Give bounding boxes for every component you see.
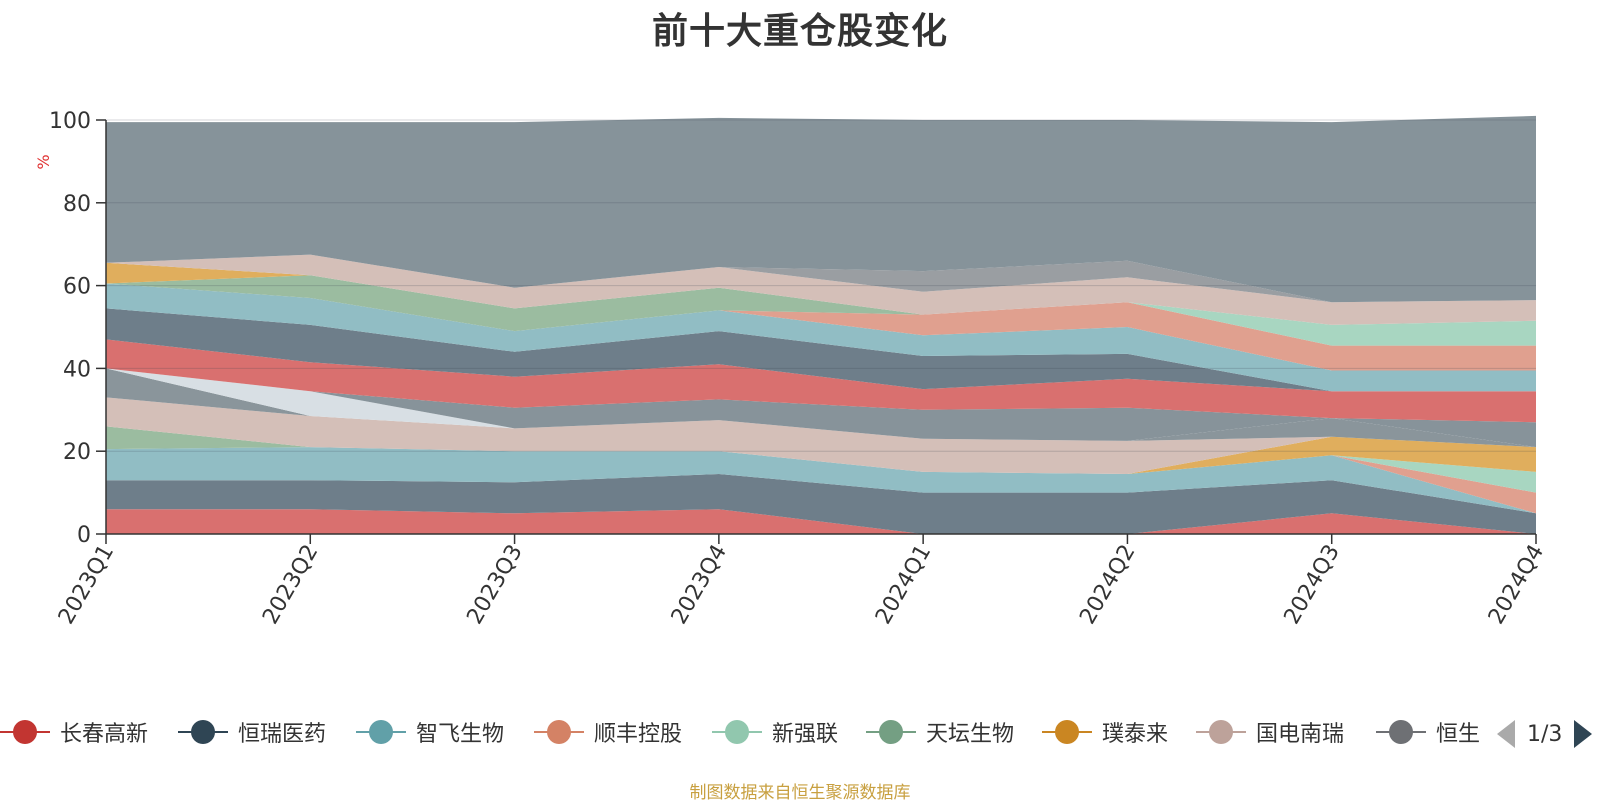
legend-marker-icon (1376, 719, 1426, 745)
y-tick-label-40: 40 (63, 357, 91, 382)
legend-item-1[interactable]: 长春高新 (0, 712, 148, 752)
area-series-9 (106, 368, 1536, 448)
legend-item-9[interactable]: 恒生电子 (1376, 712, 1480, 752)
y-axis-label: % (34, 154, 53, 169)
area-series-1 (106, 509, 1536, 534)
area-series-14 (106, 283, 1536, 392)
legend-marker-icon (866, 719, 916, 745)
x-tick-label-6: 2024Q2 (1075, 541, 1140, 629)
area-series-17 (106, 275, 1536, 332)
legend-page-indicator: 1/3 (1527, 721, 1563, 747)
area-series-20 (106, 254, 1536, 303)
legend-item-4[interactable]: 顺丰控股 (534, 712, 682, 752)
legend-marker-icon (712, 719, 762, 745)
y-tick-label-80: 80 (63, 192, 91, 217)
legend-next-page-button[interactable] (1574, 720, 1593, 748)
legend-label: 智飞生物 (416, 722, 505, 747)
area-series-3 (106, 447, 1536, 514)
area-series-10 (106, 368, 1536, 448)
legend-label: 长春高新 (60, 722, 149, 747)
area-series-16 (106, 283, 1536, 346)
y-tick-label-20: 20 (63, 440, 91, 465)
data-source-note: 制图数据来自恒生聚源数据库 (689, 783, 911, 803)
legend-label: 国电南瑞 (1256, 722, 1345, 747)
legend: 长春高新 恒瑞医药 智飞生物 顺丰控股 新强联 天坛生物 璞泰来 国电南瑞 恒生电子 (0, 712, 1480, 752)
legend-label: 新强联 (772, 722, 839, 747)
legend-item-3[interactable]: 智飞生物 (356, 712, 504, 752)
area-series-2 (106, 474, 1536, 534)
legend-label: 天坛生物 (926, 722, 1015, 747)
area-series-13 (106, 308, 1536, 392)
legend-item-7[interactable]: 璞泰来 (1042, 712, 1168, 752)
legend-item-5[interactable]: 新强联 (712, 712, 838, 752)
legend-label: 恒生电子 (1436, 722, 1480, 747)
legend-marker-icon (356, 719, 406, 745)
y-tick-label-0: 0 (77, 523, 91, 548)
legend-item-2[interactable]: 恒瑞医药 (178, 712, 326, 752)
x-tick-label-4: 2023Q4 (667, 541, 732, 629)
area-series-21 (106, 115, 1536, 303)
legend-prev-page-button[interactable] (1497, 720, 1515, 748)
x-tick-label-5: 2024Q1 (871, 541, 936, 629)
legend-marker-icon (1196, 719, 1246, 745)
legend-label: 璞泰来 (1102, 722, 1169, 747)
area-series-19 (106, 254, 1536, 325)
x-tick-label-7: 2024Q3 (1280, 541, 1345, 629)
area-series-8 (106, 397, 1536, 474)
area-series-15 (106, 283, 1536, 371)
legend-item-8[interactable]: 国电南瑞 (1196, 712, 1344, 752)
area-series-11 (106, 368, 1536, 448)
y-tick-label-100: 100 (49, 109, 91, 134)
chart-title: 前十大重仓股变化 (651, 11, 948, 52)
y-tick-label-60: 60 (63, 275, 91, 300)
legend-label: 顺丰控股 (594, 722, 683, 747)
x-tick-label-1: 2023Q1 (54, 541, 119, 629)
legend-marker-icon (534, 719, 584, 745)
legend-item-6[interactable]: 天坛生物 (866, 712, 1014, 752)
x-tick-label-8: 2024Q4 (1484, 541, 1549, 629)
x-tick-label-3: 2023Q3 (462, 541, 527, 629)
legend-marker-icon (178, 719, 228, 745)
legend-pager: 1/3 (1497, 716, 1593, 752)
area-series-12 (106, 339, 1536, 423)
legend-marker-icon (1042, 719, 1092, 745)
x-tick-label-2: 2023Q2 (258, 541, 323, 629)
legend-marker-icon (0, 719, 50, 745)
legend-label: 恒瑞医药 (238, 722, 327, 747)
